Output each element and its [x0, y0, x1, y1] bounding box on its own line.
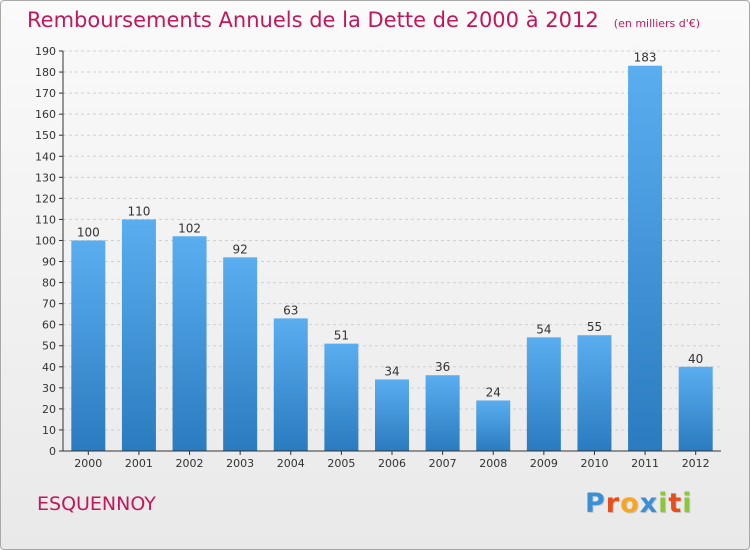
- y-tick-label: 140: [35, 150, 56, 163]
- data-label: 36: [435, 360, 450, 374]
- data-label: 24: [486, 385, 501, 399]
- data-label: 40: [688, 352, 703, 366]
- x-tick-label: 2012: [682, 457, 710, 470]
- data-label: 51: [334, 329, 349, 343]
- logo-letter: r: [605, 488, 621, 519]
- bars: [71, 65, 713, 451]
- y-tick-label: 60: [42, 319, 56, 332]
- bar: [375, 379, 409, 451]
- x-tick-label: 2005: [327, 457, 355, 470]
- x-tick-label: 2008: [479, 457, 507, 470]
- logo-letter: i: [658, 488, 669, 519]
- x-tick-label: 2007: [429, 457, 457, 470]
- bar: [273, 318, 308, 451]
- y-tick-label: 130: [35, 171, 56, 184]
- bar: [71, 240, 106, 451]
- chart-header: Remboursements Annuels de la Dette de 20…: [27, 8, 700, 32]
- y-tick-label: 50: [42, 340, 56, 353]
- y-tick-label: 30: [42, 382, 56, 395]
- y-tick-label: 160: [35, 108, 56, 121]
- axes: [59, 50, 721, 455]
- bar: [172, 236, 207, 451]
- logo-letter: o: [620, 488, 640, 519]
- y-tick-label: 0: [49, 445, 56, 458]
- x-tick-label: 2011: [631, 457, 659, 470]
- bar: [425, 375, 460, 451]
- data-label: 55: [587, 320, 602, 334]
- bar: [678, 366, 713, 451]
- chart-unit: (en milliers d'€): [613, 17, 701, 30]
- bar: [526, 337, 561, 451]
- bar: [324, 343, 359, 451]
- y-tick-label: 100: [35, 234, 56, 247]
- data-label: 92: [233, 242, 248, 256]
- data-label: 110: [127, 204, 150, 218]
- proxiti-logo[interactable]: Proxiti: [585, 488, 693, 519]
- y-tick-label: 40: [42, 361, 56, 374]
- y-tick-label: 20: [42, 403, 56, 416]
- x-tick-label: 2009: [530, 457, 558, 470]
- bar: [628, 65, 663, 451]
- x-tick-label: 2000: [74, 457, 102, 470]
- y-tick-label: 170: [35, 87, 56, 100]
- y-tick-label: 80: [42, 277, 56, 290]
- bar: [476, 400, 511, 451]
- bar: [121, 219, 156, 451]
- y-tick-label: 180: [35, 66, 56, 79]
- x-tick-label: 2004: [277, 457, 305, 470]
- y-tick-label: 150: [35, 129, 56, 142]
- bar: [223, 257, 258, 451]
- y-tick-label: 90: [42, 256, 56, 269]
- y-tick-label: 190: [35, 45, 56, 58]
- data-label: 102: [178, 221, 201, 235]
- labels: 0 10 20 30 40 50 60 70 80 90 100 110 120 130 140 150 160…: [35, 45, 710, 470]
- x-tick-label: 2001: [125, 457, 153, 470]
- bar: [577, 335, 612, 451]
- commune-name: ESQUENNOY: [37, 493, 156, 515]
- y-tick-label: 110: [35, 213, 56, 226]
- data-label: 183: [634, 51, 657, 65]
- x-tick-label: 2010: [580, 457, 608, 470]
- x-tick-label: 2003: [226, 457, 254, 470]
- logo-letter: i: [682, 488, 693, 519]
- y-tick-label: 70: [42, 298, 56, 311]
- x-tick-label: 2006: [378, 457, 406, 470]
- logo-letter: x: [639, 488, 659, 519]
- y-tick-label: 10: [42, 424, 56, 437]
- logo-letter: t: [668, 488, 683, 519]
- logo-letter: P: [585, 488, 606, 519]
- data-label: 100: [77, 225, 100, 239]
- data-label: 34: [384, 364, 399, 378]
- y-tick-label: 120: [35, 192, 56, 205]
- data-label: 54: [536, 322, 551, 336]
- x-tick-label: 2002: [176, 457, 204, 470]
- data-label: 63: [283, 303, 298, 317]
- chart-title: Remboursements Annuels de la Dette de 20…: [27, 8, 599, 32]
